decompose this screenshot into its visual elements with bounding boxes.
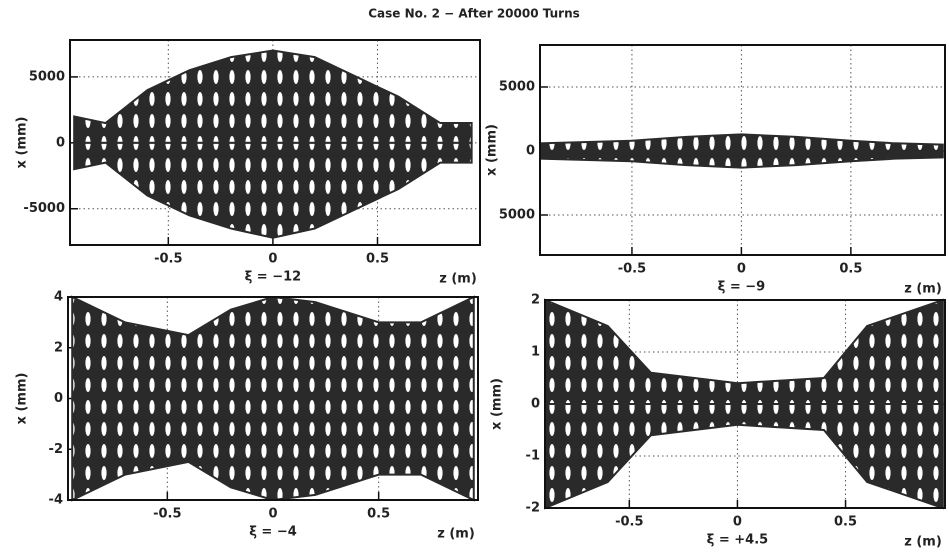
- y-tick-label: -1: [526, 449, 540, 464]
- x-tick-label: -0.5: [153, 507, 181, 522]
- y-tick-label: 5000: [499, 79, 535, 94]
- y-tick-label: 0: [531, 397, 540, 412]
- y-tick-label: 1: [531, 345, 540, 360]
- x-tick-label: 0.5: [834, 515, 857, 530]
- x-tick-label: 0: [737, 262, 746, 277]
- envelope-area: [73, 141, 473, 239]
- y-tick-label: 0: [54, 391, 63, 406]
- plot-frame: [539, 44, 946, 256]
- figure-title: Case No. 2 − After 20000 Turns: [368, 7, 580, 21]
- x-tick-label: 0.5: [367, 507, 390, 522]
- y-axis-label: x (mm): [15, 117, 30, 169]
- annotation: ξ = +4.5: [707, 533, 769, 548]
- y-tick-label: 5000: [29, 69, 65, 84]
- envelope-area: [539, 149, 944, 169]
- x-axis-label: z (m): [904, 282, 942, 297]
- envelope-area: [539, 133, 944, 152]
- annotation: ξ = −9: [718, 280, 766, 295]
- plot-frame: [67, 296, 479, 501]
- y-tick-label: 2: [531, 293, 540, 308]
- x-tick-label: -0.5: [615, 515, 643, 530]
- y-tick-label: 0: [56, 135, 65, 150]
- y-tick-label: 5000: [499, 207, 535, 222]
- x-tick-label: 0.5: [366, 252, 389, 267]
- envelope-area: [71, 295, 475, 400]
- envelope-area: [544, 403, 944, 510]
- y-tick-label: 2: [54, 340, 63, 355]
- annotation: ξ = −4: [249, 525, 297, 540]
- x-tick-label: 0: [268, 507, 277, 522]
- x-tick-label: 0: [733, 515, 742, 530]
- x-tick-label: -0.5: [154, 252, 182, 267]
- y-tick-label: 0: [526, 143, 535, 158]
- y-tick-label: -2: [526, 501, 540, 516]
- y-tick-label: -4: [49, 493, 63, 508]
- annotation: ξ = −12: [245, 270, 302, 285]
- y-axis-label: x (mm): [490, 378, 505, 430]
- y-axis-label: x (mm): [15, 373, 30, 425]
- x-axis-label: z (m): [437, 527, 475, 542]
- envelope-area: [71, 397, 475, 502]
- x-tick-label: -0.5: [618, 262, 646, 277]
- envelope-area: [73, 49, 473, 144]
- plot-frame: [69, 39, 481, 246]
- x-tick-label: 0: [268, 252, 277, 267]
- y-tick-label: -5000: [23, 201, 65, 216]
- x-axis-label: z (m): [439, 272, 477, 287]
- y-tick-label: -2: [49, 442, 63, 457]
- y-axis-label: x (mm): [485, 124, 500, 176]
- envelope-area: [544, 298, 944, 405]
- y-tick-label: 4: [54, 290, 63, 305]
- x-axis-label: z (m): [904, 535, 942, 550]
- x-tick-label: 0.5: [839, 262, 862, 277]
- plot-frame: [544, 299, 946, 509]
